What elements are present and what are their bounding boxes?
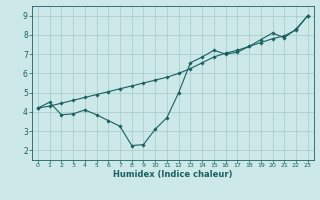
X-axis label: Humidex (Indice chaleur): Humidex (Indice chaleur): [113, 170, 233, 179]
